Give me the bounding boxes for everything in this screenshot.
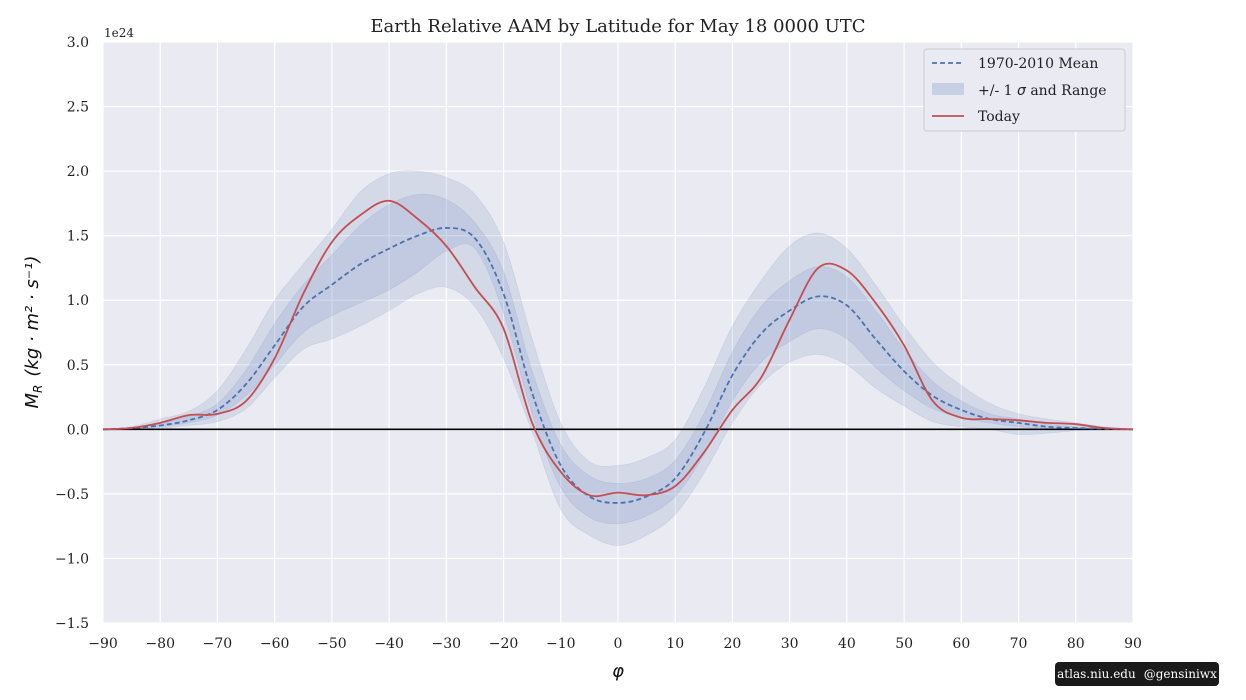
x-tick-label: 80 bbox=[1067, 636, 1085, 652]
credit-badge: atlas.niu.edu @gensiniwx bbox=[1055, 662, 1219, 686]
y-tick-labels: −1.5 −1.0 −0.5 0.0 0.5 1.0 1.5 2.0 2.5 3.0 bbox=[55, 35, 89, 632]
x-tick-label: 10 bbox=[666, 636, 684, 652]
today-line bbox=[102, 199, 1134, 498]
x-tick-label: −60 bbox=[260, 636, 290, 652]
y-axis-label-main: M bbox=[22, 392, 43, 408]
x-tick-labels: −90 −80 −70 −60 −50 −40 −30 −20 −10 0 10 20 30 40 50 60… bbox=[88, 636, 1142, 652]
x-tick-label: 70 bbox=[1010, 636, 1028, 652]
legend-band-prefix: +/- 1 bbox=[978, 83, 1017, 99]
x-tick-label: −90 bbox=[88, 636, 118, 652]
legend-box bbox=[923, 48, 1126, 132]
series-layer bbox=[102, 199, 1134, 504]
x-tick-label: 40 bbox=[838, 636, 856, 652]
chart-title: Earth Relative AAM by Latitude for May 1… bbox=[370, 16, 865, 37]
y-offset-label: 1e24 bbox=[104, 26, 134, 40]
credit-handle: @gensiniwx bbox=[1143, 667, 1217, 681]
x-tick-label: −40 bbox=[374, 636, 404, 652]
legend-band-sigma: σ bbox=[1017, 83, 1027, 99]
legend: 1970-2010 Mean +/- 1 σ and Range Today bbox=[923, 48, 1126, 132]
x-tick-label: −20 bbox=[489, 636, 519, 652]
y-tick-label: −1.5 bbox=[55, 616, 89, 632]
y-tick-label: 1.0 bbox=[67, 293, 89, 309]
x-tick-label: −70 bbox=[203, 636, 233, 652]
x-tick-label: −50 bbox=[317, 636, 347, 652]
y-tick-label: 2.5 bbox=[67, 100, 89, 116]
x-tick-label: 30 bbox=[781, 636, 799, 652]
y-tick-label: −1.0 bbox=[55, 551, 89, 567]
x-tick-label: 20 bbox=[724, 636, 742, 652]
svg-text:MR(kg · m² · s⁻¹): MR (kg · m² · s⁻¹) bbox=[22, 256, 45, 409]
x-tick-label: 50 bbox=[895, 636, 913, 652]
y-tick-label: 1.5 bbox=[67, 229, 89, 245]
legend-band-suffix: and Range bbox=[1026, 83, 1107, 99]
mean-line bbox=[102, 227, 1134, 504]
x-tick-label: 60 bbox=[952, 636, 970, 652]
y-axis-label: MR (kg · m² · s⁻¹) bbox=[22, 256, 45, 409]
y-tick-label: 2.0 bbox=[67, 164, 89, 180]
x-axis-label: φ bbox=[612, 661, 624, 682]
gridlines bbox=[102, 41, 1134, 624]
y-tick-label: 0.0 bbox=[67, 422, 89, 438]
x-tick-label: −10 bbox=[546, 636, 576, 652]
x-tick-label: 0 bbox=[614, 636, 623, 652]
legend-band-swatch bbox=[932, 83, 964, 95]
y-axis-label-sub: R bbox=[31, 385, 45, 393]
y-tick-label: −0.5 bbox=[55, 487, 89, 503]
x-tick-label: 90 bbox=[1124, 636, 1142, 652]
x-tick-label: −80 bbox=[145, 636, 175, 652]
legend-mean-label: 1970-2010 Mean bbox=[978, 56, 1098, 72]
legend-band-label: +/- 1 σ and Range bbox=[978, 83, 1107, 99]
credit-site: atlas.niu.edu bbox=[1057, 667, 1136, 681]
y-axis-label-units: (kg · m² · s⁻¹) bbox=[22, 256, 43, 377]
y-tick-label: 0.5 bbox=[67, 358, 89, 374]
legend-today-label: Today bbox=[978, 109, 1020, 125]
x-tick-label: −30 bbox=[432, 636, 462, 652]
y-tick-label: 3.0 bbox=[67, 35, 89, 51]
